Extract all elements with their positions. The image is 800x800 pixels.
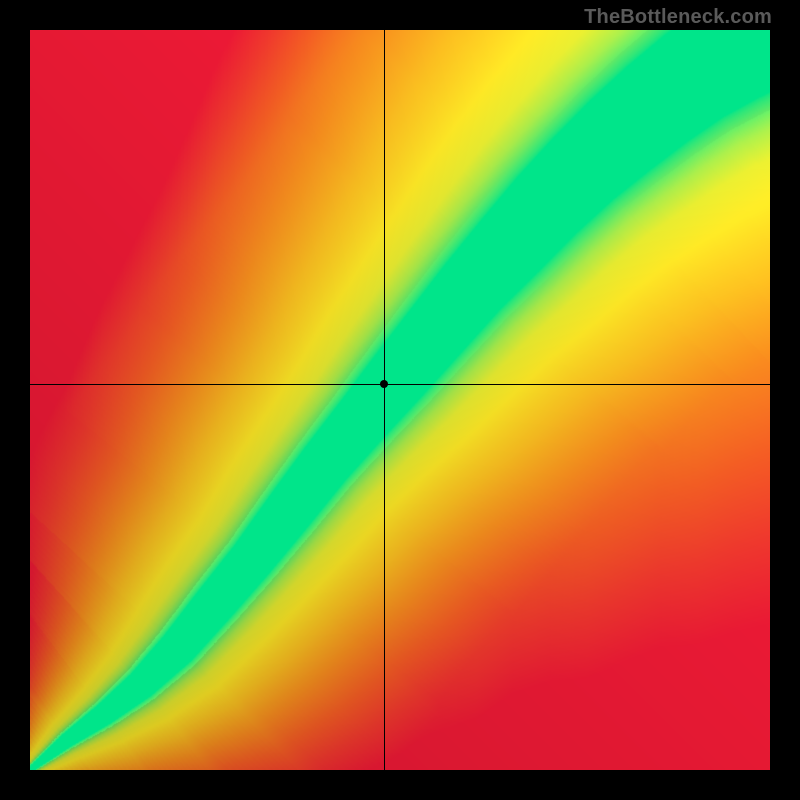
crosshair-horizontal (30, 384, 770, 385)
heatmap-canvas (30, 30, 770, 770)
data-point-marker (380, 380, 388, 388)
crosshair-vertical (384, 30, 385, 770)
heatmap-plot (30, 30, 770, 770)
watermark-text: TheBottleneck.com (584, 6, 772, 29)
